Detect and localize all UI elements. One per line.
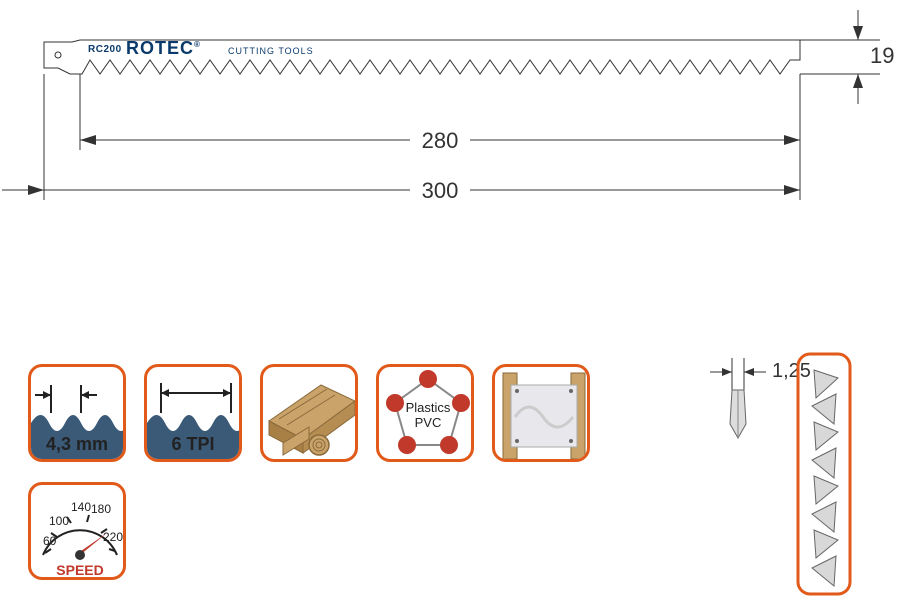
tpi-icon-box: 6 TPI	[144, 364, 242, 462]
speed-tick-3: 180	[91, 502, 111, 516]
dim-total-length: 300	[422, 178, 459, 203]
thickness-diagram: 1,25	[680, 350, 860, 590]
speed-tick-0: 60	[43, 534, 57, 548]
dim-cut-length: 280	[422, 128, 459, 153]
thickness-svg: 1,25	[680, 350, 860, 600]
brand-text: ROTEC	[126, 38, 194, 58]
speed-tick-2: 140	[71, 500, 91, 514]
speed-icon-box: 60 100 140 180 220 SPEED	[28, 482, 126, 580]
speed-label: SPEED	[56, 562, 103, 578]
plastics-icon: Plastics PVC	[379, 367, 474, 462]
speed-tick-1: 100	[49, 514, 69, 528]
plastics-text1: Plastics	[406, 400, 451, 415]
blade-brand: ROTEC®	[126, 38, 201, 59]
blade-dimension-diagram: 19 280 300 RC200 ROTEC® CUTTING TOOLS	[0, 0, 900, 250]
plastics-text2: PVC	[415, 415, 442, 430]
dim-height: 19	[870, 43, 894, 68]
tpi-label: 6 TPI	[147, 434, 239, 455]
speed-icon: 60 100 140 180 220 SPEED	[31, 485, 126, 580]
pitch-icon-box: 4,3 mm	[28, 364, 126, 462]
board-icon-box	[492, 364, 590, 462]
speed-tick-4: 220	[103, 530, 123, 544]
thickness-value: 1,25	[772, 360, 811, 382]
spec-icons-row: 4,3 mm 6 TPI	[28, 364, 590, 462]
blade-subtitle: CUTTING TOOLS	[228, 46, 314, 56]
pitch-label: 4,3 mm	[31, 434, 123, 455]
wood-icon-box	[260, 364, 358, 462]
blade-model: RC200	[88, 44, 122, 55]
plastics-icon-box: Plastics PVC	[376, 364, 474, 462]
wood-icon	[263, 367, 358, 462]
board-icon	[495, 367, 590, 462]
brand-reg: ®	[194, 40, 201, 49]
